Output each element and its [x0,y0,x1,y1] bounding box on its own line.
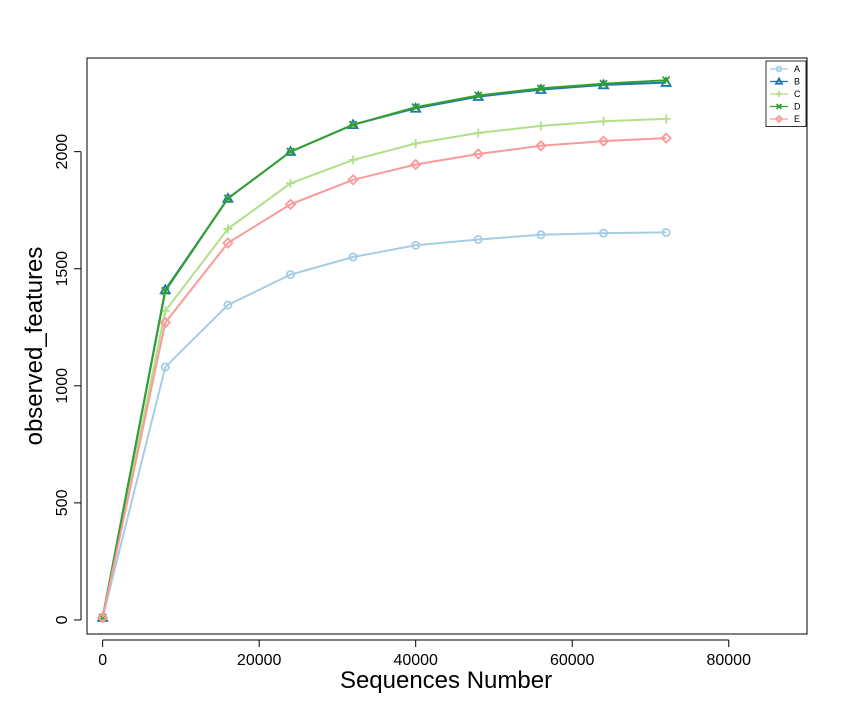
legend-label-E: E [794,114,800,124]
series-point-C [223,224,233,234]
legend-marker-A [775,65,783,73]
series-C [98,114,671,623]
y-tick-label: 2000 [54,134,71,170]
legend-label-B: B [794,77,800,87]
x-tick-label: 0 [98,652,107,669]
series-point-A [599,228,609,238]
x-tick-label: 20000 [237,652,282,669]
x-axis-title: Sequences Number [340,667,552,694]
series-line-C [101,117,667,618]
series-point-D [661,76,671,85]
series-point-C [536,121,546,131]
series-point-E [347,173,359,186]
x-tick-label: 60000 [550,652,595,669]
series-point-E [597,135,610,147]
series-point-D [599,79,608,88]
series-point-E [660,132,672,144]
series-point-A [661,227,671,237]
series-point-D [286,147,295,156]
legend-marker-C [776,91,782,97]
legend-marker-D [775,103,783,110]
series-point-C [348,155,358,165]
series-point-E [159,316,172,329]
y-tick-label: 1500 [54,251,71,287]
x-tick-label: 80000 [706,652,751,669]
series-point-D [348,120,358,129]
series-point-A [473,234,483,244]
series-layer [96,76,673,624]
x-tick-label: 40000 [393,652,438,669]
series-point-D [223,194,233,203]
series-point-C [473,128,483,138]
series-point-E [96,611,109,624]
series-point-C [411,138,421,148]
y-axis: 0 500 1000 1500 2000 [54,134,82,624]
plot-frame [86,57,808,635]
legend-marker-B [774,76,784,85]
series-point-C [661,114,671,124]
series-line-D [101,79,667,618]
series-point-A [223,300,233,310]
series-line-E [101,137,667,618]
series-line-B [101,81,667,618]
y-tick-label: 500 [54,489,71,516]
legend-label-D: D [794,102,801,112]
series-E [96,132,672,624]
legend-label-C: C [794,89,801,99]
series-point-E [472,148,485,160]
series-point-D [161,286,170,296]
series-point-E [284,198,297,211]
legend-marker-E [774,114,784,124]
series-A [98,227,671,623]
series-point-E [222,237,234,249]
series-point-E [535,140,547,152]
series-point-A [285,270,295,280]
series-point-D [474,91,483,100]
series-line-A [101,231,667,618]
legend-label-A: A [794,64,800,74]
y-axis-title: observed_features [21,247,48,446]
series-point-A [536,230,546,240]
series-point-C [599,116,609,126]
series-point-A [160,362,170,372]
series-point-C [285,178,295,188]
y-tick-label: 1000 [54,368,71,404]
series-point-D [536,84,546,93]
series-point-E [409,158,422,171]
x-axis: 0 20000 40000 60000 80000 [98,639,751,669]
series-point-A [411,240,421,250]
series-D [98,76,671,622]
y-tick-label: 0 [54,615,71,624]
series-point-A [348,252,358,262]
series-point-D [411,102,420,112]
